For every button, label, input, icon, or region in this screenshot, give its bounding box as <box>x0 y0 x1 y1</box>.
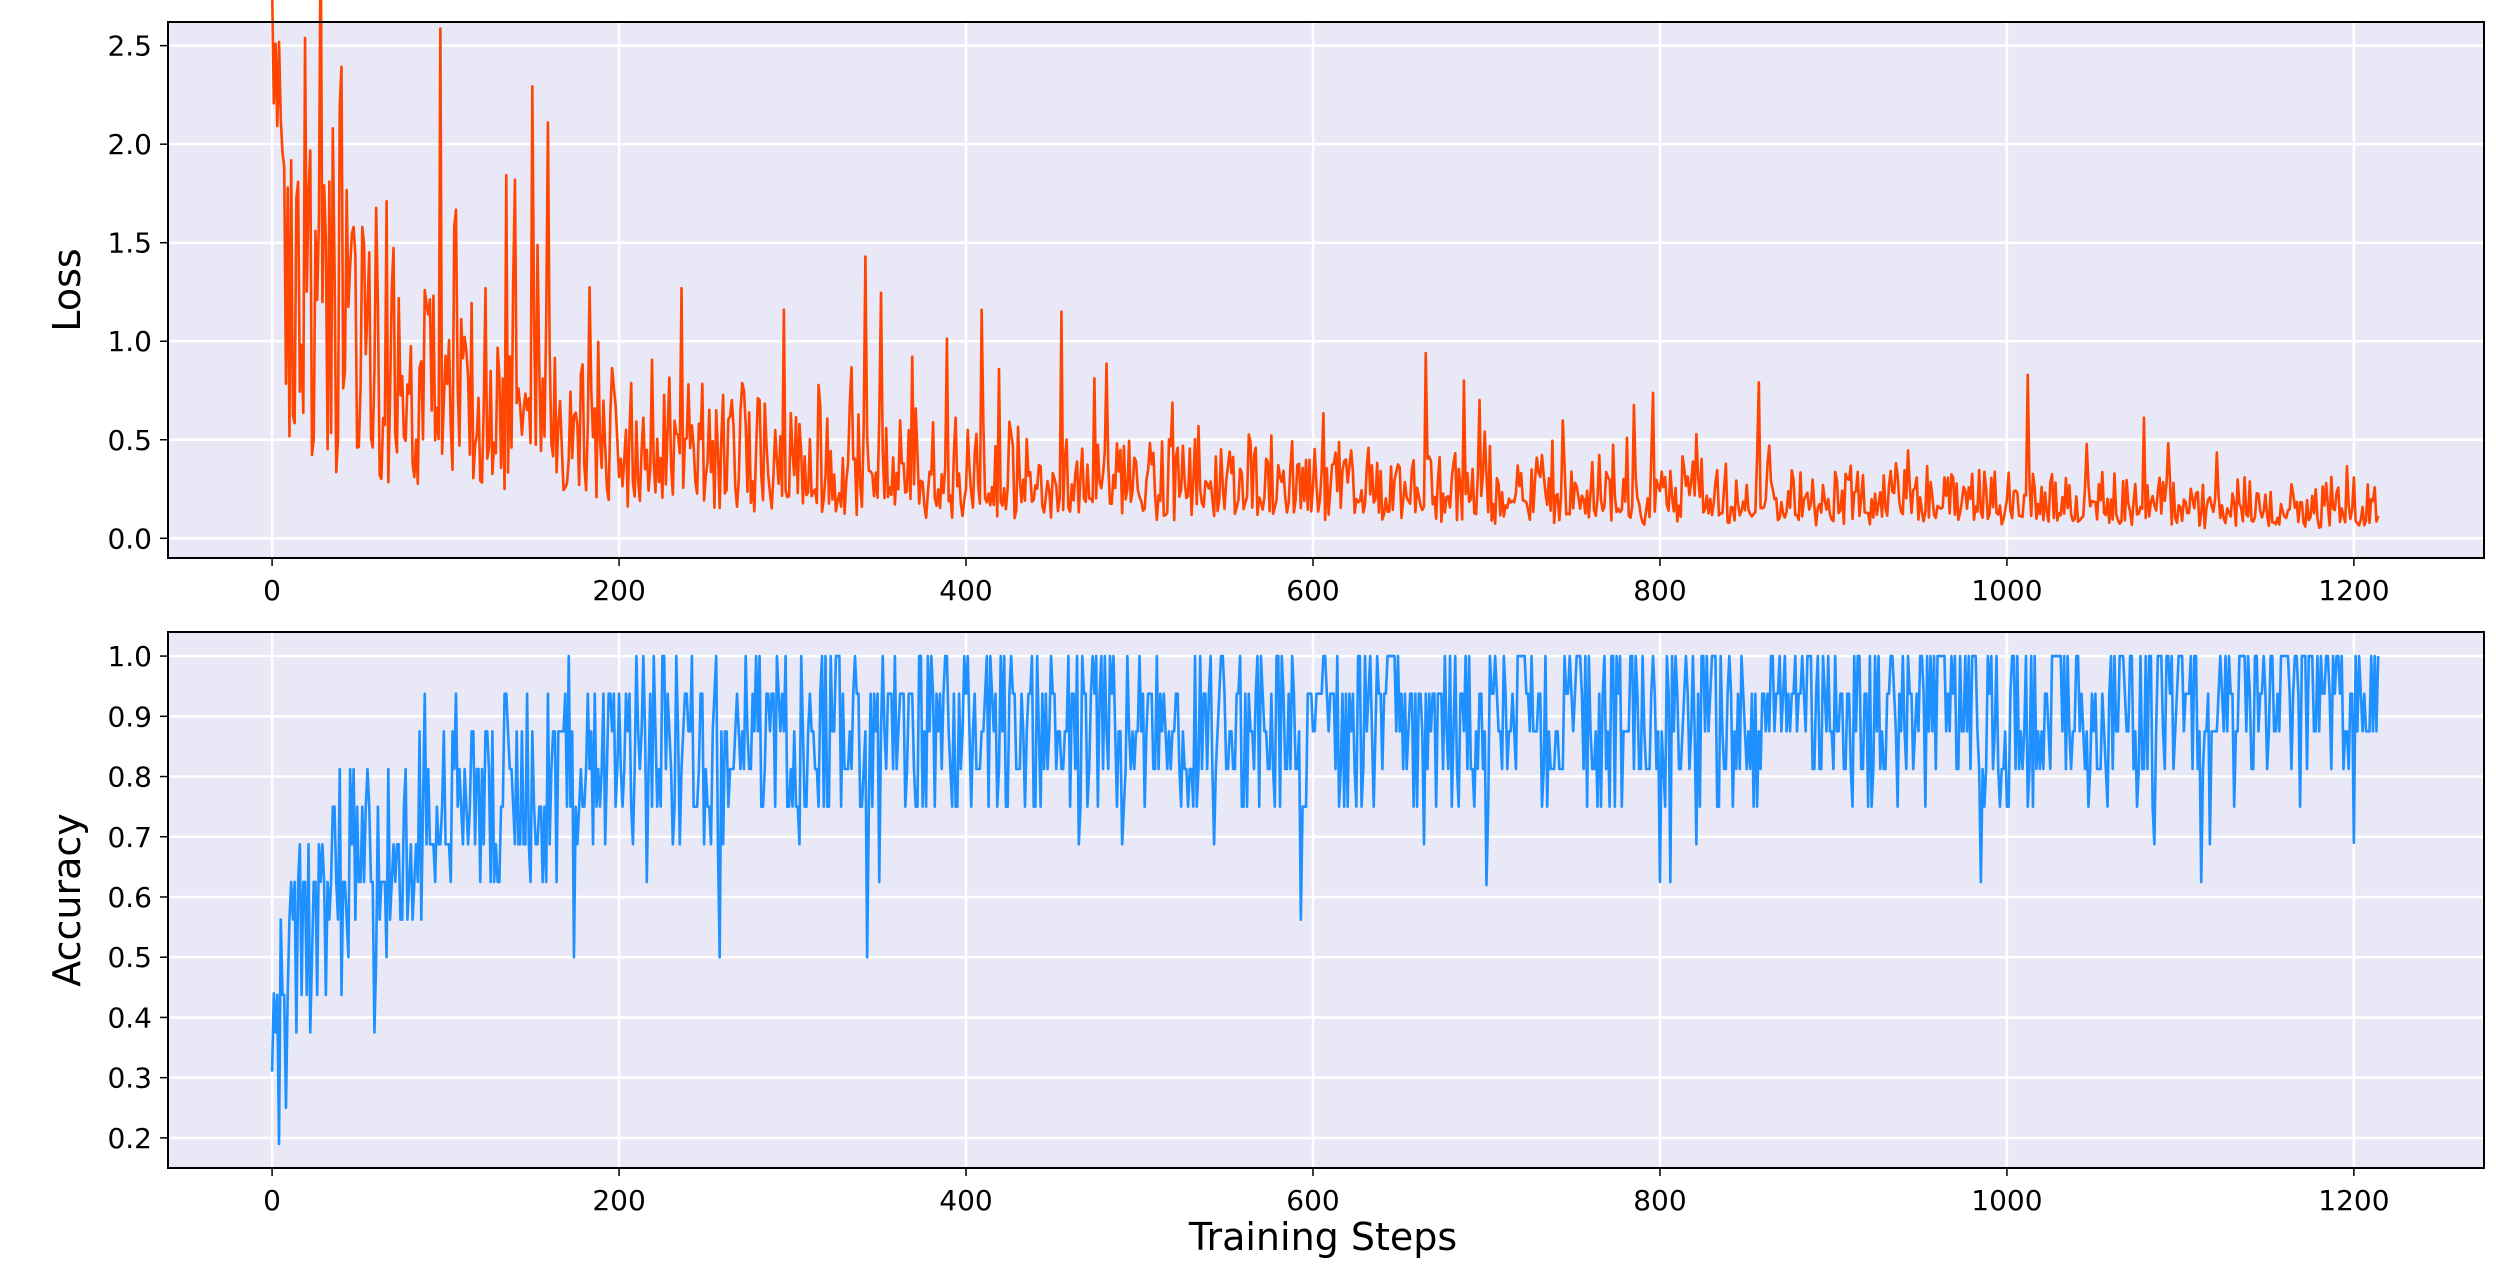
x-axis-label: Training Steps <box>1188 1215 1457 1259</box>
loss-axes-frame <box>167 21 2485 559</box>
x-tick-label: 400 <box>939 1184 992 1217</box>
y-tick-label: 0.6 <box>107 881 152 914</box>
accuracy-series-line <box>270 654 2380 1146</box>
accuracy-axes-frame <box>167 631 2485 1169</box>
x-tick-label: 400 <box>939 574 992 607</box>
y-tick-label: 0.7 <box>107 821 152 854</box>
y-tick-label: 0.9 <box>107 700 152 733</box>
y-tick-label: 0.3 <box>107 1062 152 1095</box>
x-tick-label: 200 <box>592 574 645 607</box>
x-tick-label: 600 <box>1286 1184 1339 1217</box>
accuracy-plot-area <box>168 632 2484 1168</box>
y-tick-label: 1.0 <box>107 325 152 358</box>
y-tick-label: 1.5 <box>107 227 152 260</box>
loss-subplot: 0 200 400 600 800 1000 12000.00.51.01.52.02.5 … <box>45 0 2485 607</box>
loss-ticks: 0 200 400 600 800 1000 1200 0.0 0.5 1.0 1.5 2.0 2.5 <box>107 30 2389 607</box>
y-tick-label: 0.0 <box>107 522 152 555</box>
y-tick-label: 0.5 <box>107 424 152 457</box>
x-tick-label: 0 <box>263 1184 281 1217</box>
accuracy-y-axis-label: Accuracy <box>45 813 89 987</box>
y-tick-label: 0.4 <box>107 1001 152 1034</box>
y-tick-label: 0.8 <box>107 761 152 794</box>
x-tick-label: 600 <box>1286 574 1339 607</box>
x-tick-label: 0 <box>263 574 281 607</box>
y-tick-label: 0.2 <box>107 1122 152 1155</box>
accuracy-ticks: 0 200 400 600 800 1000 1200 0.2 0.3 0.4 0.5 0.6 0.7 0… <box>107 640 2389 1217</box>
loss-series-line <box>270 0 2380 530</box>
x-tick-label: 1200 <box>2318 574 2389 607</box>
x-tick-label: 200 <box>592 1184 645 1217</box>
y-tick-label: 2.0 <box>107 128 152 161</box>
x-tick-label: 1200 <box>2318 1184 2389 1217</box>
loss-y-axis-label: Loss <box>45 248 89 331</box>
x-tick-label: 800 <box>1633 1184 1686 1217</box>
y-tick-label: 2.5 <box>107 30 152 63</box>
x-tick-label: 1000 <box>1971 574 2042 607</box>
y-tick-label: 0.5 <box>107 941 152 974</box>
x-tick-label: 1000 <box>1971 1184 2042 1217</box>
accuracy-subplot: 0 200 400 600 800 1000 1200 0.2 0.3 0.4 0.5 0.6 0.7 0… <box>45 631 2485 1259</box>
y-tick-label: 1.0 <box>107 640 152 673</box>
x-tick-label: 800 <box>1633 574 1686 607</box>
